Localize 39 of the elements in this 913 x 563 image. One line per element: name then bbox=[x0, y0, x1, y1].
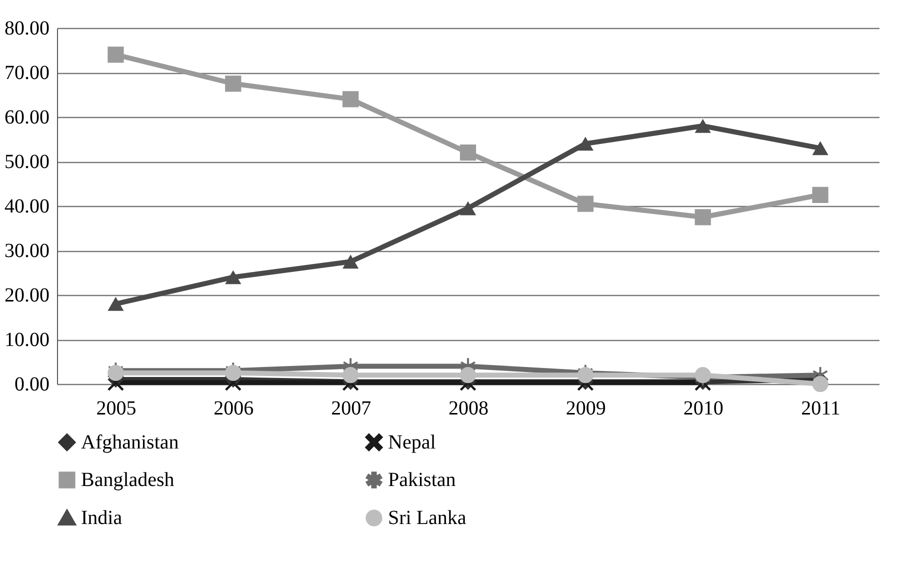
x-tick-label: 2005 bbox=[96, 398, 136, 420]
point bbox=[342, 254, 359, 269]
x-tick-label: 2009 bbox=[566, 398, 606, 420]
y-tick-label: 30.00 bbox=[4, 240, 50, 262]
x-tick-label: 2007 bbox=[331, 398, 372, 420]
y-tick-label: 10.00 bbox=[4, 329, 50, 351]
point bbox=[460, 144, 476, 161]
point bbox=[225, 270, 242, 284]
point bbox=[812, 186, 828, 203]
legend-label: Sri Lanka bbox=[388, 507, 466, 529]
point bbox=[694, 118, 711, 133]
x-tick-label: 2006 bbox=[214, 398, 254, 420]
point bbox=[577, 196, 594, 212]
y-tick-label: 70.00 bbox=[4, 62, 50, 84]
point bbox=[812, 141, 828, 156]
point bbox=[342, 367, 359, 384]
point bbox=[460, 201, 476, 216]
legend-label: India bbox=[81, 507, 122, 529]
point bbox=[342, 91, 359, 108]
point bbox=[460, 367, 476, 384]
y-tick-label: 40.00 bbox=[4, 196, 50, 218]
point bbox=[108, 296, 124, 311]
x-tick-label: 2011 bbox=[801, 398, 840, 420]
point bbox=[694, 209, 711, 226]
legend-label: Nepal bbox=[388, 431, 436, 454]
y-tick-label: 0.00 bbox=[14, 374, 50, 396]
legend-label: Bangladesh bbox=[81, 469, 174, 491]
y-tick-label: 80.00 bbox=[4, 18, 50, 40]
y-tick-label: 50.00 bbox=[4, 151, 50, 173]
y-tick-label: 20.00 bbox=[4, 284, 50, 306]
legend-label: Afghanistan bbox=[81, 431, 179, 454]
y-tick-label: 60.00 bbox=[4, 106, 50, 128]
legend-label: Pakistan bbox=[388, 469, 456, 491]
point bbox=[225, 76, 242, 92]
point bbox=[577, 136, 594, 151]
x-tick-label: 2008 bbox=[448, 398, 488, 420]
point bbox=[812, 376, 828, 392]
x-tick-label: 2010 bbox=[683, 398, 724, 420]
point bbox=[108, 46, 124, 63]
